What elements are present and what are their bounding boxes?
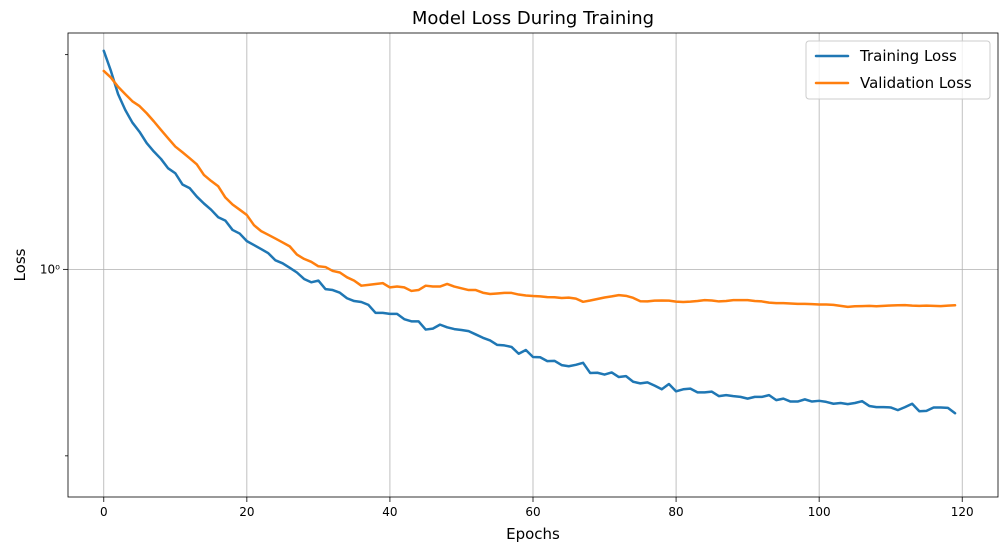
legend: Training Loss Validation Loss <box>805 40 991 100</box>
y-axis-label: Loss <box>11 248 29 281</box>
x-tick-label: 40 <box>382 505 397 519</box>
legend-label-validation-loss: Validation Loss <box>860 74 972 92</box>
x-axis-label: Epochs <box>506 525 560 543</box>
series-lines <box>102 49 957 415</box>
x-tick-label: 0 <box>100 505 108 519</box>
series-line-training-loss <box>102 49 957 415</box>
series-line-validation-loss <box>102 69 957 309</box>
grid <box>68 33 998 497</box>
legend-label-training-loss: Training Loss <box>859 47 957 65</box>
y-tick-label: 10⁰ <box>40 262 60 276</box>
x-tick-label: 120 <box>951 505 974 519</box>
x-tick-label: 60 <box>525 505 540 519</box>
chart-title: Model Loss During Training <box>412 8 654 29</box>
x-tick-label: 100 <box>808 505 831 519</box>
axis-ticks: 0 20 40 60 80 100 120 10⁰ <box>40 54 974 519</box>
legend-box <box>805 40 991 100</box>
x-tick-label: 80 <box>668 505 683 519</box>
x-tick-label: 20 <box>239 505 254 519</box>
